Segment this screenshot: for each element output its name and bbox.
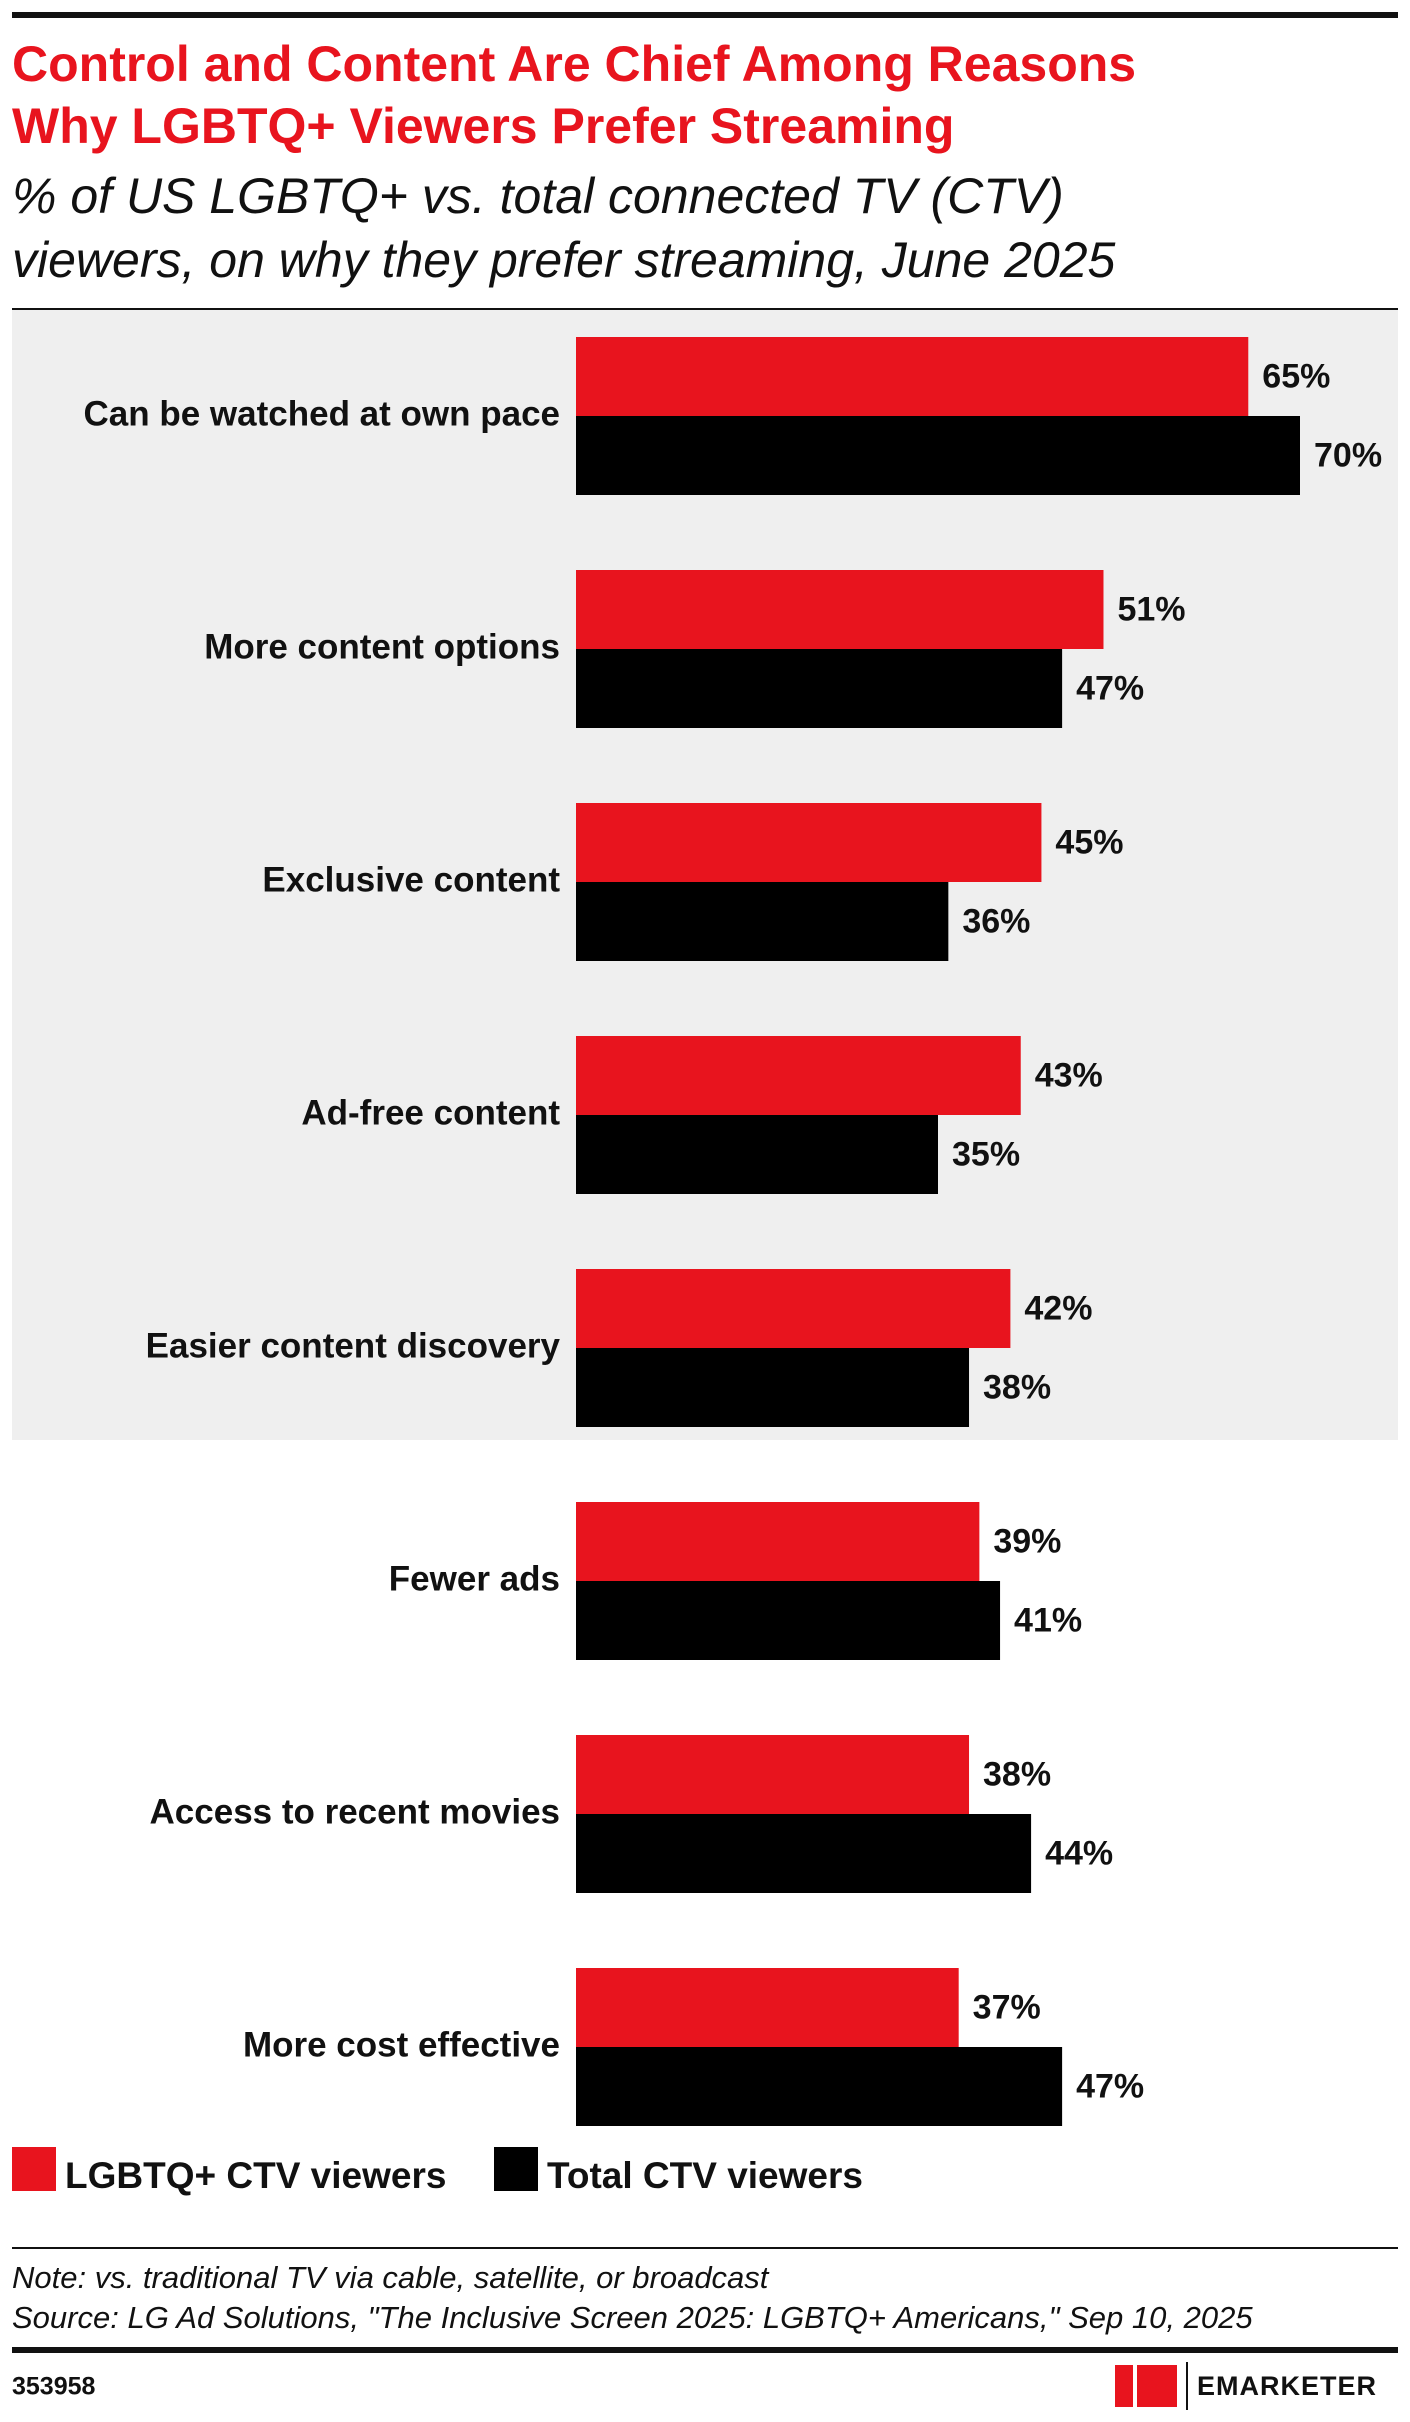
category-label: More content options	[204, 627, 560, 666]
bar	[576, 1115, 938, 1194]
category-label: Can be watched at own pace	[84, 394, 561, 433]
bar	[576, 416, 1300, 495]
value-label: 47%	[1076, 2067, 1144, 2105]
brand: EMARKETER	[1197, 2371, 1377, 2401]
note: Note: vs. traditional TV via cable, sate…	[12, 2260, 770, 2295]
value-label: 42%	[1024, 1289, 1092, 1327]
bottom-rule	[12, 2347, 1398, 2353]
value-label: 65%	[1262, 357, 1330, 395]
legend-swatch	[12, 2147, 56, 2191]
value-label: 44%	[1045, 1834, 1113, 1872]
value-label: 41%	[1014, 1601, 1082, 1639]
category-label: Access to recent movies	[150, 1792, 560, 1831]
value-label: 47%	[1076, 669, 1144, 707]
bar	[576, 2047, 1063, 2126]
bar	[576, 1814, 1032, 1893]
legend-label: Total CTV viewers	[547, 2155, 863, 2196]
chart-subtitle: % of US LGBTQ+ vs. total connected TV (C…	[12, 168, 1064, 224]
category-label: Exclusive content	[262, 860, 560, 899]
chart-title: Why LGBTQ+ Viewers Prefer Streaming	[12, 98, 954, 154]
category-label: Ad-free content	[301, 1093, 560, 1132]
value-label: 38%	[983, 1755, 1051, 1793]
value-label: 45%	[1055, 823, 1123, 861]
bar	[576, 803, 1042, 882]
bar	[576, 882, 949, 961]
chart-id: 353958	[12, 2373, 96, 2401]
top-rule	[12, 12, 1398, 18]
value-label: 38%	[983, 1368, 1051, 1406]
bar	[576, 1735, 970, 1814]
value-label: 35%	[952, 1135, 1020, 1173]
value-label: 70%	[1314, 436, 1382, 474]
rule	[12, 308, 1398, 310]
value-label: 37%	[973, 1988, 1041, 2026]
bar	[576, 1036, 1021, 1115]
category-label: More cost effective	[243, 2025, 560, 2064]
source: Source: LG Ad Solutions, "The Inclusive …	[12, 2300, 1253, 2335]
logo: EMARKETER	[1115, 2362, 1377, 2410]
value-label: 51%	[1117, 590, 1185, 628]
bar	[576, 1968, 959, 2047]
value-label: 36%	[962, 902, 1030, 940]
bar	[576, 1502, 980, 1581]
bar	[576, 1348, 970, 1427]
bar	[576, 649, 1063, 728]
plot: Can be watched at own pace 65% 70% More con…	[84, 337, 1382, 2126]
chart-title: Control and Content Are Chief Among Reas…	[12, 36, 1136, 92]
category-label: Easier content discovery	[146, 1326, 561, 1365]
bar	[576, 1269, 1011, 1348]
bar	[576, 337, 1249, 416]
value-label: 43%	[1035, 1056, 1103, 1094]
bar	[576, 570, 1104, 649]
bar	[576, 1581, 1001, 1660]
rule	[12, 2247, 1398, 2249]
value-label: 39%	[993, 1522, 1061, 1560]
legend-swatch	[494, 2147, 538, 2191]
chart-subtitle: viewers, on why they prefer streaming, J…	[12, 232, 1116, 288]
category-label: Fewer ads	[389, 1559, 560, 1598]
legend-label: LGBTQ+ CTV viewers	[65, 2155, 446, 2196]
